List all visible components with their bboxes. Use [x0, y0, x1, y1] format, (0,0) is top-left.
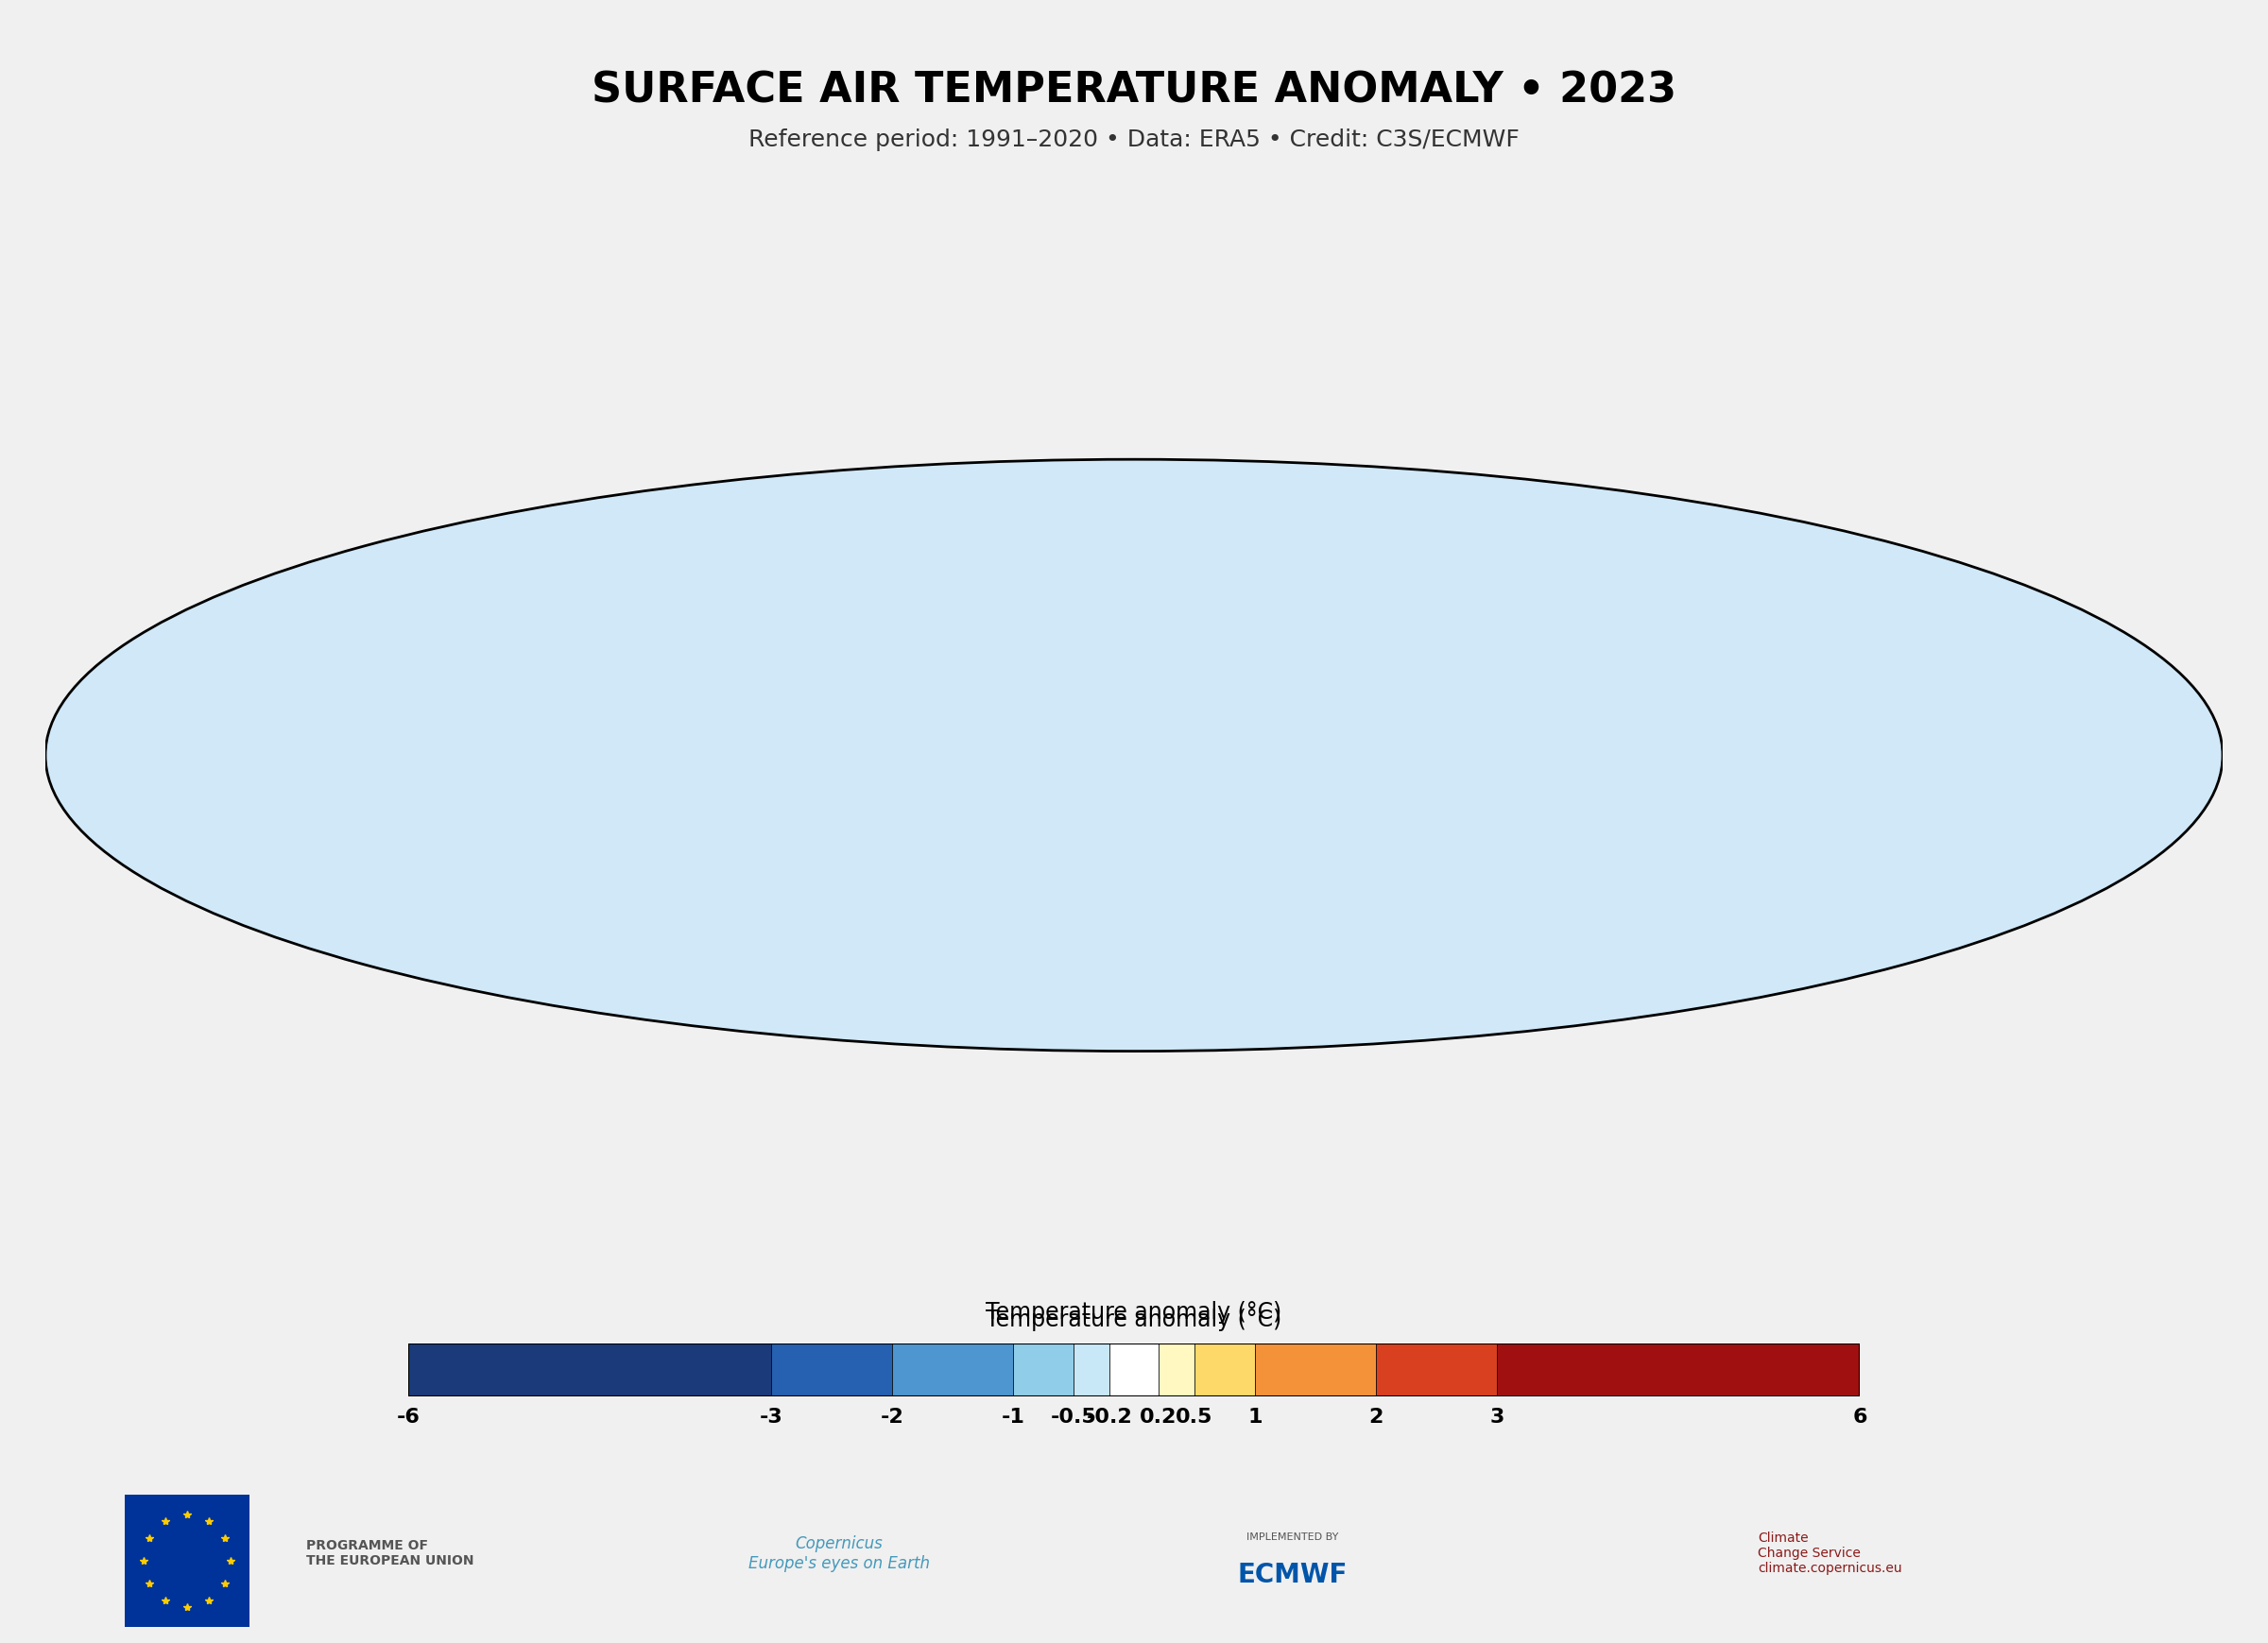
Bar: [1195, 1344, 1254, 1397]
Bar: [1254, 1344, 1377, 1397]
Text: 2: 2: [1368, 1406, 1383, 1426]
Text: -2: -2: [880, 1406, 903, 1426]
Bar: [1377, 1344, 1497, 1397]
Text: 3: 3: [1490, 1406, 1504, 1426]
Ellipse shape: [45, 460, 2223, 1052]
Text: -1: -1: [1000, 1406, 1025, 1426]
Text: -0.5: -0.5: [1050, 1406, 1095, 1426]
Text: -0.2: -0.2: [1086, 1406, 1132, 1426]
Text: 1: 1: [1247, 1406, 1263, 1426]
Text: Copernicus
Europe's eyes on Earth: Copernicus Europe's eyes on Earth: [748, 1535, 930, 1571]
Text: 6: 6: [1853, 1406, 1867, 1426]
Bar: [1159, 1344, 1195, 1397]
Text: IMPLEMENTED BY: IMPLEMENTED BY: [1247, 1531, 1338, 1541]
Text: Climate
Change Service
climate.copernicus.eu: Climate Change Service climate.copernicu…: [1758, 1531, 1903, 1574]
Text: -3: -3: [760, 1406, 782, 1426]
Text: ECMWF: ECMWF: [1238, 1561, 1347, 1587]
Text: PROGRAMME OF
THE EUROPEAN UNION: PROGRAMME OF THE EUROPEAN UNION: [306, 1538, 474, 1567]
Bar: [1014, 1344, 1073, 1397]
Text: Temperature anomaly (°C): Temperature anomaly (°C): [987, 1308, 1281, 1331]
Bar: [1497, 1344, 1860, 1397]
Bar: [771, 1344, 891, 1397]
Bar: [891, 1344, 1014, 1397]
Text: Temperature anomaly (°C): Temperature anomaly (°C): [987, 1300, 1281, 1323]
Text: 0.2: 0.2: [1139, 1406, 1177, 1426]
Bar: [1109, 1344, 1159, 1397]
Text: -6: -6: [397, 1406, 420, 1426]
Bar: [1073, 1344, 1109, 1397]
Text: Reference period: 1991–2020 • Data: ERA5 • Credit: C3S/ECMWF: Reference period: 1991–2020 • Data: ERA5…: [748, 128, 1520, 151]
Text: SURFACE AIR TEMPERATURE ANOMALY • 2023: SURFACE AIR TEMPERATURE ANOMALY • 2023: [592, 71, 1676, 110]
Text: 0.5: 0.5: [1175, 1406, 1213, 1426]
Bar: [408, 1344, 771, 1397]
